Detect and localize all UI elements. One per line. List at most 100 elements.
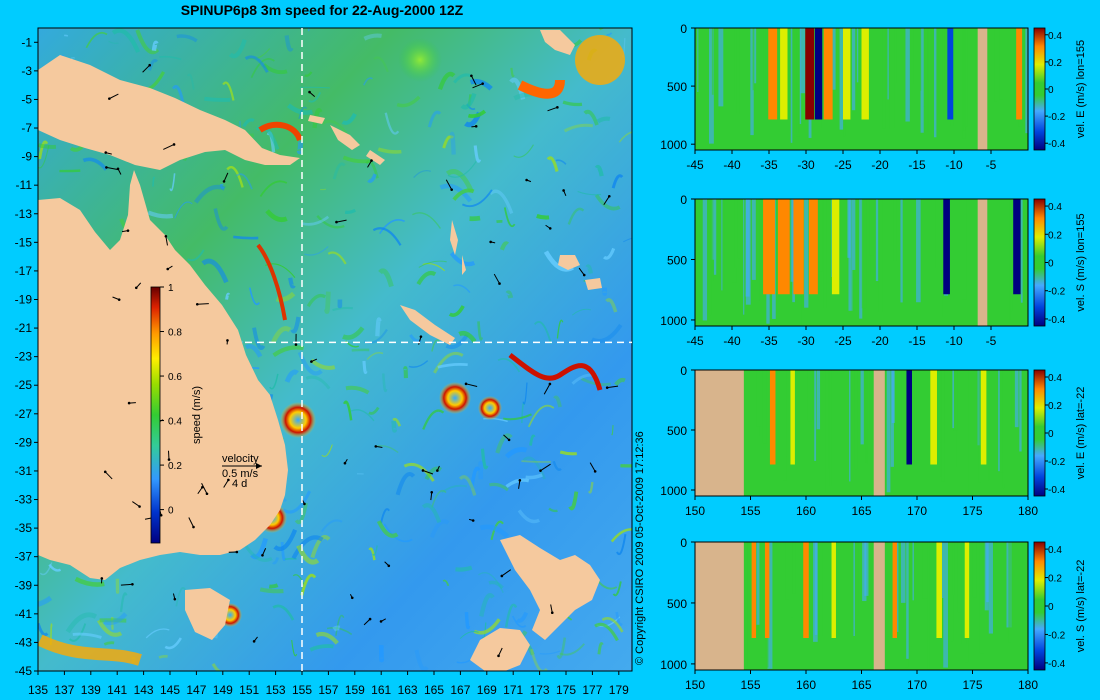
ocean-swirl — [396, 95, 421, 108]
velocity-arrow — [201, 482, 208, 494]
section-stripe — [972, 542, 977, 598]
ocean-swirl — [477, 321, 483, 341]
section-stripe — [1003, 370, 1007, 484]
section-feature — [1013, 199, 1021, 295]
map-y-tick-label: -35 — [15, 521, 33, 535]
section-stripe — [901, 370, 906, 440]
ocean-swirl — [380, 508, 390, 524]
velocity-arrow — [470, 75, 477, 86]
new-zealand-north — [500, 535, 600, 640]
ocean-swirl — [464, 612, 471, 630]
section-stripe — [792, 542, 796, 594]
ocean-swirl — [82, 157, 108, 171]
ocean-swirl — [442, 579, 450, 587]
velocity-arrowhead — [374, 445, 378, 448]
ocean-swirl — [513, 144, 534, 158]
section-feature — [843, 28, 851, 120]
map-x-tick-label: 173 — [530, 683, 550, 697]
ocean-swirl — [594, 193, 621, 211]
map-y-tick-label: -1 — [21, 35, 32, 49]
ocean-swirl — [499, 241, 510, 251]
ocean-swirl — [616, 533, 627, 556]
ocean-swirl — [38, 595, 53, 607]
section-stripe — [785, 542, 790, 600]
velocity-arrow — [109, 93, 119, 100]
section-stripe — [1009, 370, 1012, 428]
section-stripe — [886, 542, 890, 637]
section-stripe — [942, 199, 945, 317]
velocity-arrow — [336, 219, 347, 223]
velocity-arrow — [197, 303, 209, 305]
velocity-arrowhead — [134, 286, 138, 290]
ocean-swirl — [618, 131, 632, 143]
ocean-swirl — [553, 395, 562, 408]
section-feature — [831, 199, 840, 295]
velocity-arrowhead — [419, 335, 423, 338]
section-x-tick-label: -15 — [908, 158, 926, 172]
velocity-arrow — [430, 492, 433, 501]
section-feature — [790, 370, 795, 465]
ocean-swirl — [72, 632, 102, 639]
ocean-swirl — [594, 164, 604, 177]
section-stripe — [941, 542, 944, 599]
velocity-arrowhead — [126, 229, 130, 232]
velocity-arrow — [603, 195, 610, 206]
section-x-tick-label: 170 — [907, 504, 927, 518]
ocean-swirl — [85, 31, 108, 49]
ocean-swirl — [449, 131, 456, 155]
map-y-tick-label: -21 — [15, 321, 33, 335]
section-stripe — [927, 542, 930, 670]
velocity-arrowhead — [235, 550, 239, 554]
ocean-swirl — [536, 213, 550, 220]
section-stripe — [796, 28, 799, 133]
section-x-tick-label: -30 — [797, 158, 815, 172]
ocean-swirl — [530, 648, 548, 671]
section-feature — [764, 542, 770, 638]
ocean-swirl — [503, 413, 532, 421]
section-stripe — [875, 199, 879, 282]
ocean-swirl — [341, 112, 357, 125]
ocean-swirl — [344, 208, 356, 214]
section-stripe — [900, 199, 903, 303]
ocean-swirl — [469, 215, 481, 222]
section-colorbar-tick-label: 0 — [1048, 85, 1054, 96]
velocity-arrowhead — [335, 220, 338, 224]
section-feature — [763, 199, 775, 295]
ocean-swirl — [249, 287, 260, 306]
ocean-swirl — [38, 145, 50, 169]
velocity-arrowhead — [104, 151, 108, 154]
ocean-swirl — [596, 116, 611, 124]
map-x-tick-label: 139 — [81, 683, 101, 697]
ocean-swirl — [315, 631, 339, 645]
ocean-swirl — [250, 537, 268, 560]
velocity-arrowhead — [464, 382, 468, 386]
ocean-swirl — [282, 490, 312, 514]
ocean-swirl — [236, 173, 253, 190]
speed-colorbar-tick-label: 0.6 — [168, 372, 182, 383]
section-feature — [906, 370, 913, 465]
section-stripe — [799, 28, 802, 125]
section-x-tick-label: 170 — [907, 678, 927, 692]
ocean-swirl — [414, 649, 429, 671]
section-stripe — [782, 370, 787, 481]
ocean-swirl — [597, 642, 604, 655]
ocean-swirl — [511, 615, 527, 628]
section-stripe — [790, 28, 795, 96]
section-y-tick-label: 1000 — [660, 658, 687, 672]
section-land — [977, 28, 988, 150]
ocean-swirl — [522, 382, 528, 405]
map-x-tick-label: 137 — [54, 683, 74, 697]
velocity-arrowhead — [100, 577, 104, 580]
map-y-tick-label: -5 — [21, 92, 32, 106]
section-x-tick-label: 175 — [962, 678, 982, 692]
section-stripe — [1022, 542, 1025, 657]
section-stripe — [914, 370, 917, 467]
section-stripe — [887, 28, 889, 100]
section-stripe — [953, 370, 958, 431]
ocean-swirl — [588, 481, 594, 494]
section-colorbar-tick-label: -0.2 — [1048, 457, 1066, 468]
section-stripe — [862, 542, 867, 602]
ocean-swirl — [291, 640, 298, 657]
speed-colorbar-tick-label: 0 — [168, 506, 174, 517]
section-feature — [808, 199, 818, 295]
